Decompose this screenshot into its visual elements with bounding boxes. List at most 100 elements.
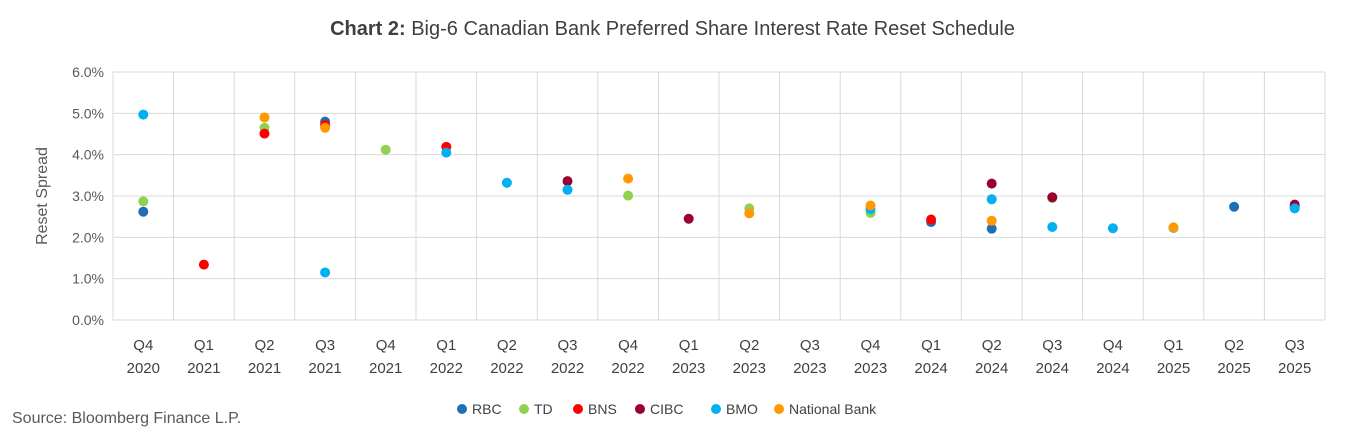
x-tick-label-year: 2021 [187,360,220,377]
legend-marker [519,404,529,414]
data-points [138,109,1300,278]
data-point [138,196,149,207]
y-tick-label: 4.0% [72,147,104,163]
data-point [623,173,634,184]
x-tick-label-quarter: Q3 [557,337,577,354]
x-tick-label-quarter: Q4 [133,337,153,354]
legend: RBC TD BNS CIBC BMO National Bank [457,401,877,417]
chart-title-text: Big-6 Canadian Bank Preferred Share Inte… [411,18,1015,40]
data-point [259,112,270,123]
data-point [683,213,694,224]
x-tick-label-year: 2021 [308,360,341,377]
x-tick-label-quarter: Q3 [1285,337,1305,354]
y-axis-ticks: 0.0% 1.0% 2.0% 3.0% 4.0% 5.0% 6.0% [72,64,104,328]
x-tick-label-quarter: Q3 [800,337,820,354]
x-tick-label-quarter: Q4 [376,337,396,354]
chart-title: Chart 2: Big-6 Canadian Bank Preferred S… [0,18,1345,41]
x-tick-label-year: 2023 [854,360,887,377]
y-tick-label: 1.0% [72,271,104,287]
legend-marker [573,404,583,414]
gridlines [112,71,1326,321]
data-point [744,208,755,219]
x-axis-ticks: Q4 2020 Q1 2021 Q2 2021 Q3 2021 Q4 2021 Q1 2022 Q2 20… [127,337,1312,377]
data-point [1047,192,1058,203]
source-note: Source: Bloomberg Finance L.P. [12,410,242,427]
x-tick-label-year: 2022 [611,360,644,377]
y-axis-label: Reset Spread [34,147,51,245]
data-point [320,122,331,133]
x-tick-label-quarter: Q1 [679,337,699,354]
x-tick-label-year: 2023 [733,360,766,377]
data-point [380,144,391,155]
x-tick-label-year: 2025 [1217,360,1250,377]
x-tick-label-quarter: Q3 [315,337,335,354]
legend-label: TD [534,401,553,417]
y-tick-label: 0.0% [72,312,104,328]
data-point [138,206,149,217]
legend-marker [774,404,784,414]
x-tick-label-quarter: Q1 [921,337,941,354]
x-tick-label-year: 2022 [490,360,523,377]
x-tick-label-year: 2024 [1096,360,1129,377]
data-point [259,128,270,139]
data-point [986,215,997,226]
legend-label: BMO [726,401,758,417]
x-tick-label-year: 2024 [914,360,947,377]
legend-marker [711,404,721,414]
data-point [1168,222,1179,233]
x-tick-label-year: 2021 [369,360,402,377]
x-tick-label-quarter: Q4 [1103,337,1123,354]
data-point [986,178,997,189]
data-point [138,109,149,120]
legend-label: National Bank [789,401,877,417]
data-point [501,177,512,188]
x-tick-label-year: 2021 [248,360,281,377]
x-tick-label-quarter: Q4 [618,337,638,354]
x-tick-label-quarter: Q2 [254,337,274,354]
x-tick-label-quarter: Q2 [982,337,1002,354]
x-tick-label-year: 2024 [1036,360,1069,377]
chart-title-prefix: Chart 2: [330,18,406,40]
data-point [562,176,573,187]
y-tick-label: 5.0% [72,105,104,121]
x-tick-label-year: 2023 [672,360,705,377]
y-tick-label: 6.0% [72,64,104,80]
y-tick-label: 2.0% [72,229,104,245]
data-point [441,147,452,158]
data-point [198,259,209,270]
data-point [1107,223,1118,234]
data-point [986,223,997,234]
data-point [1229,201,1240,212]
legend-label: CIBC [650,401,683,417]
x-tick-label-quarter: Q3 [1042,337,1062,354]
x-tick-label-quarter: Q4 [860,337,880,354]
legend-marker [635,404,645,414]
x-tick-label-quarter: Q2 [497,337,517,354]
plot-area-frame [112,71,1326,321]
data-point [865,200,876,211]
x-tick-label-year: 2023 [793,360,826,377]
data-point [986,194,997,205]
legend-marker [457,404,467,414]
data-point [623,190,634,201]
x-tick-label-year: 2020 [127,360,160,377]
data-point [320,267,331,278]
legend-label: BNS [588,401,617,417]
x-tick-label-year: 2025 [1278,360,1311,377]
legend-label: RBC [472,401,502,417]
data-point [562,184,573,195]
x-tick-label-quarter: Q1 [1163,337,1183,354]
x-tick-label-quarter: Q2 [739,337,759,354]
data-point [1047,222,1058,232]
x-tick-label-year: 2025 [1157,360,1190,377]
x-tick-label-quarter: Q2 [1224,337,1244,354]
data-point [926,214,937,225]
x-tick-label-year: 2024 [975,360,1008,377]
x-tick-label-year: 2022 [430,360,463,377]
data-point [1289,203,1300,214]
x-tick-label-year: 2022 [551,360,584,377]
x-tick-label-quarter: Q1 [194,337,214,354]
y-tick-label: 3.0% [72,188,104,204]
x-tick-label-quarter: Q1 [436,337,456,354]
